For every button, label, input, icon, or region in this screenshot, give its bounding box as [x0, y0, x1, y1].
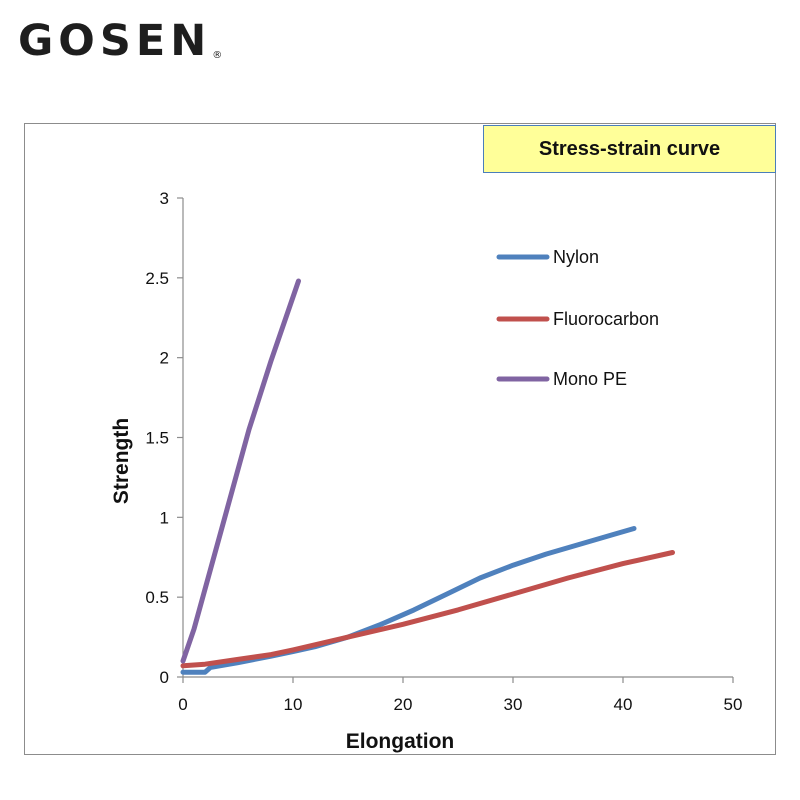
- x-tick-label: 20: [394, 695, 413, 714]
- registered-trademark-icon: ®: [212, 50, 223, 61]
- legend-label-mono-pe: Mono PE: [553, 369, 627, 389]
- x-tick-label: 40: [614, 695, 633, 714]
- y-tick-label: 2.5: [145, 269, 169, 288]
- x-tick-label: 50: [724, 695, 743, 714]
- axes: 00.511.522.530 10 20 30 40 50: [145, 189, 742, 714]
- legend-label-nylon: Nylon: [553, 247, 599, 267]
- series-line-fluorocarbon: [180, 550, 675, 669]
- y-tick-label: 3: [160, 189, 169, 208]
- x-tick-label: 0: [178, 695, 187, 714]
- y-tick-label: 0.5: [145, 588, 169, 607]
- x-tick-label: 10: [284, 695, 303, 714]
- y-tick-label: 2: [160, 349, 169, 368]
- gosen-logo: GOSEN ®: [18, 20, 222, 63]
- series-line-nylon: [180, 526, 637, 675]
- y-tick-label: 0: [160, 668, 169, 687]
- chart-title: Stress-strain curve: [483, 125, 776, 173]
- x-tick-label: 30: [504, 695, 523, 714]
- logo-text: GOSEN: [18, 16, 212, 66]
- chart-area: [24, 123, 776, 755]
- x-axis-title: Elongation: [346, 730, 455, 753]
- legend-label-fluorocarbon: Fluorocarbon: [553, 309, 659, 329]
- y-tick-label: 1.5: [145, 429, 169, 448]
- legend: Nylon Fluorocarbon Mono PE: [496, 247, 659, 389]
- y-tick-label: 1: [160, 508, 169, 527]
- y-axis-title: Strength: [110, 418, 133, 504]
- series-layer: [180, 278, 675, 675]
- series-line-mono-pe: [180, 278, 301, 664]
